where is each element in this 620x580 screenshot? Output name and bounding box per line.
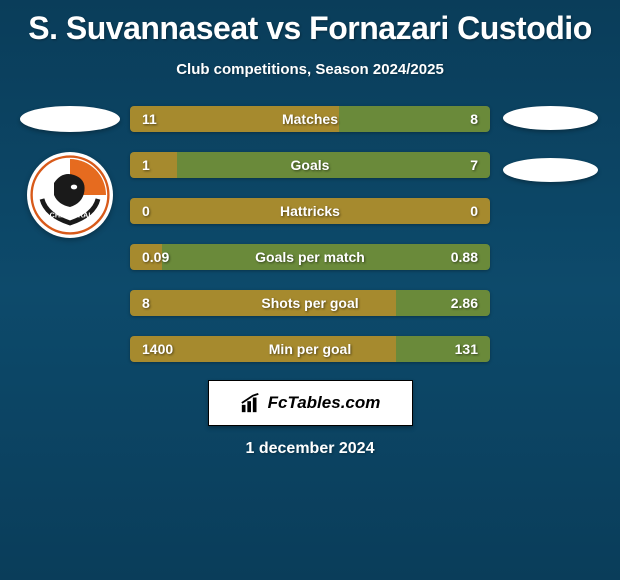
stat-value-left: 0 bbox=[142, 203, 150, 219]
left-player-avatar bbox=[20, 106, 120, 132]
stat-value-right: 2.86 bbox=[451, 295, 478, 311]
chart-icon bbox=[240, 392, 262, 414]
right-team-crest bbox=[503, 158, 598, 182]
right-player-col bbox=[490, 106, 610, 182]
footer-date: 1 december 2024 bbox=[0, 440, 620, 458]
stat-label: Matches bbox=[282, 111, 338, 127]
stat-value-left: 11 bbox=[142, 111, 157, 127]
stat-value-right: 0 bbox=[470, 203, 478, 219]
stat-row: 0 0 Hattricks bbox=[130, 198, 490, 224]
svg-text:CHIANGRAI: CHIANGRAI bbox=[50, 210, 91, 219]
stat-label: Hattricks bbox=[280, 203, 340, 219]
stat-label: Goals per match bbox=[255, 249, 365, 265]
right-player-avatar bbox=[503, 106, 598, 130]
stat-row: 0.09 0.88 Goals per match bbox=[130, 244, 490, 270]
page-title: S. Suvannaseat vs Fornazari Custodio bbox=[0, 0, 620, 47]
stat-bar-left bbox=[130, 152, 177, 178]
stat-value-left: 1 bbox=[142, 157, 150, 173]
stat-bar-right bbox=[177, 152, 490, 178]
brand-badge: FcTables.com bbox=[208, 380, 413, 426]
stat-value-right: 131 bbox=[455, 341, 478, 357]
stat-value-right: 0.88 bbox=[451, 249, 478, 265]
stat-value-right: 7 bbox=[470, 157, 478, 173]
comparison-content: CHIANGRAI 11 8 Matches 1 7 Goals 0 0 Hattricks 0.… bbox=[0, 106, 620, 362]
stat-row: 1400 131 Min per goal bbox=[130, 336, 490, 362]
stat-bar-right bbox=[339, 106, 490, 132]
chiangrai-crest-icon: CHIANGRAI bbox=[30, 155, 110, 235]
stat-row: 1 7 Goals bbox=[130, 152, 490, 178]
page-subtitle: Club competitions, Season 2024/2025 bbox=[0, 61, 620, 78]
stat-value-right: 8 bbox=[470, 111, 478, 127]
left-team-crest: CHIANGRAI bbox=[27, 152, 113, 238]
stat-row: 11 8 Matches bbox=[130, 106, 490, 132]
brand-text: FcTables.com bbox=[268, 393, 381, 413]
stats-bars: 11 8 Matches 1 7 Goals 0 0 Hattricks 0.09 0.88 Goal… bbox=[130, 106, 490, 362]
left-player-col: CHIANGRAI bbox=[10, 106, 130, 238]
stat-row: 8 2.86 Shots per goal bbox=[130, 290, 490, 316]
stat-value-left: 1400 bbox=[142, 341, 173, 357]
stat-label: Goals bbox=[291, 157, 330, 173]
stat-label: Shots per goal bbox=[261, 295, 358, 311]
stat-label: Min per goal bbox=[269, 341, 351, 357]
stat-value-left: 8 bbox=[142, 295, 150, 311]
stat-value-left: 0.09 bbox=[142, 249, 169, 265]
